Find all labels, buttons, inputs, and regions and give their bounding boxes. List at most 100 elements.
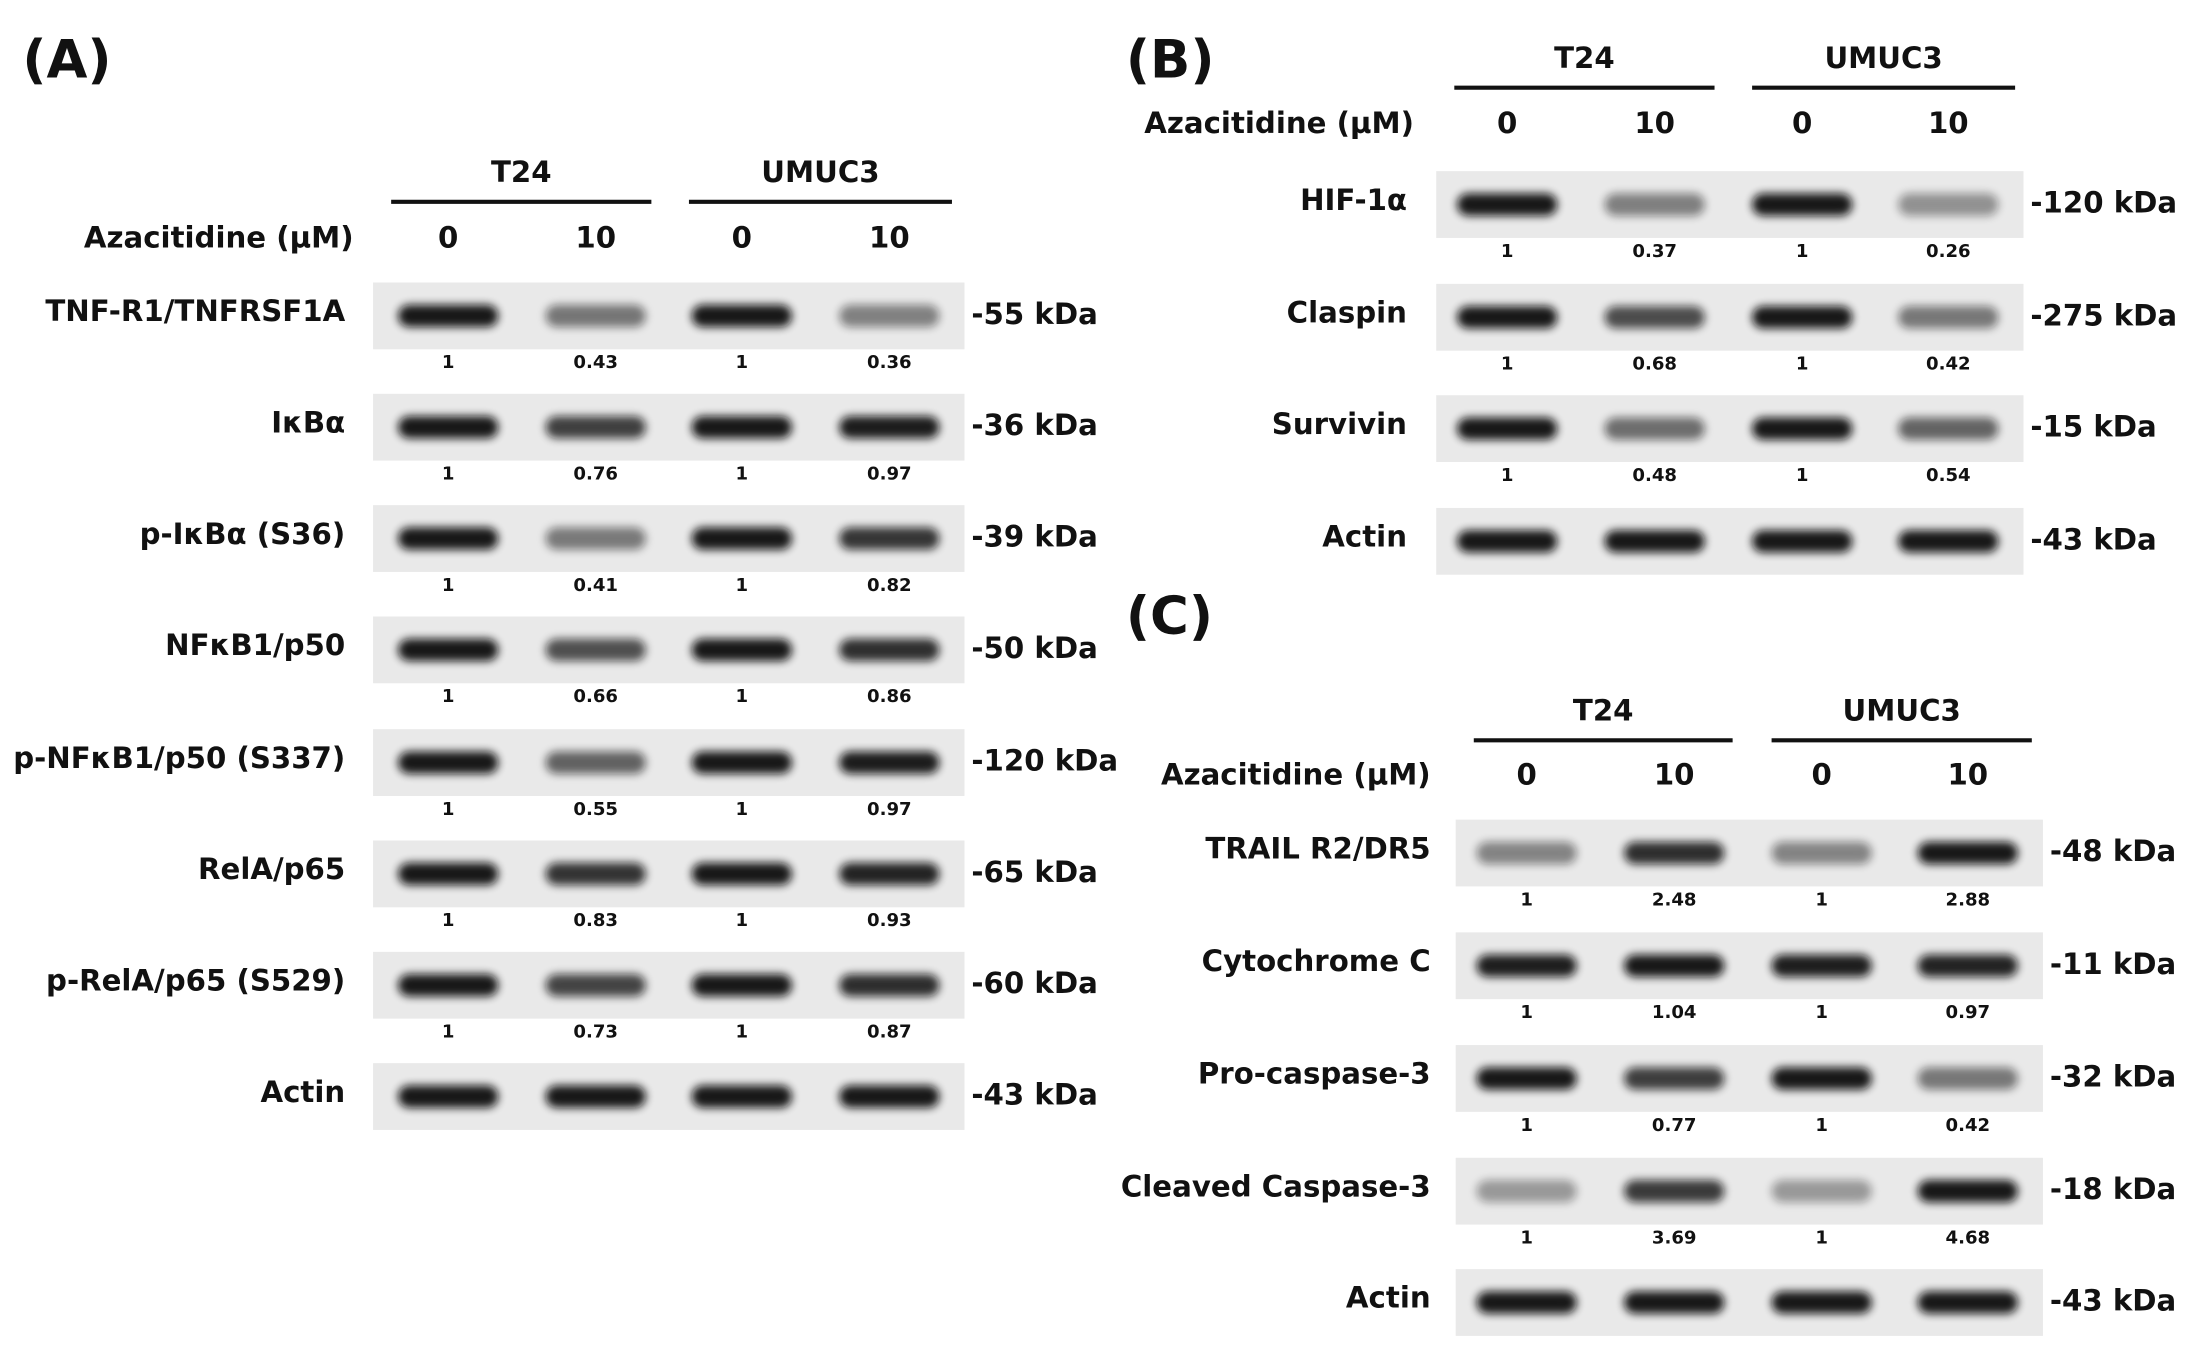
panel-label: (A) [22,29,111,90]
band [1624,954,1725,977]
quantification: 0.77 [1652,1115,1697,1136]
quantification: 1 [736,464,749,485]
molecular-weight: -120 kDa [2030,186,2177,220]
band [691,862,792,886]
quantification: 1 [1501,465,1514,486]
band [1771,954,1872,977]
cell-line: UMUC3 [1843,693,1961,727]
protein-name: NFκB1/p50 [165,628,345,662]
molecular-weight: -60 kDa [971,966,1097,1000]
band [1898,530,1999,553]
band [839,416,940,439]
quantification: 0.41 [573,575,618,596]
molecular-weight: -120 kDa [971,744,1118,778]
quantification: 2.48 [1652,889,1697,910]
molecular-weight: -43 kDa [971,1078,1097,1112]
band [691,974,792,997]
band [1624,1067,1725,1090]
molecular-weight: -43 kDa [2030,522,2156,556]
protein-name: p-IκBα (S36) [140,517,346,551]
band [1476,1180,1577,1203]
band [1917,841,2018,865]
quantification: 2.88 [1945,889,1990,910]
molecular-weight: -15 kDa [2030,410,2156,444]
band [691,527,792,550]
band [1624,1291,1725,1314]
band [691,304,792,328]
band [1898,417,1999,440]
quantification: 1.04 [1652,1002,1697,1023]
molecular-weight: -11 kDa [2050,947,2176,981]
band [398,751,499,774]
band [1457,193,1558,216]
quantification: 3.69 [1652,1227,1697,1248]
band [1476,954,1577,977]
dose: 0 [732,220,752,254]
cell-line: UMUC3 [1824,41,1942,75]
molecular-weight: -36 kDa [971,408,1097,442]
quantification: 0.73 [573,1022,618,1043]
protein-name: Claspin [1287,295,1407,329]
protein-name: Actin [1346,1281,1431,1315]
dose: 10 [1947,757,1988,791]
quantification: 1 [1501,241,1514,262]
protein-name: p-NFκB1/p50 (S337) [13,741,345,775]
quantification: 1 [1520,889,1533,910]
band [1771,1180,1872,1203]
protein-name: RelA/p65 [198,852,345,886]
molecular-weight: -32 kDa [2050,1059,2176,1093]
quantification: 0.37 [1632,241,1677,262]
dose: 0 [438,220,458,254]
band [1771,841,1872,865]
quantification: 0.93 [867,910,912,931]
band [839,638,940,661]
protein-name: Pro-caspase-3 [1198,1057,1431,1091]
band [545,1085,646,1108]
band [545,304,646,328]
band [1604,417,1705,440]
molecular-weight: -50 kDa [971,631,1097,665]
protein-name: TRAIL R2/DR5 [1205,831,1430,865]
band [1917,1180,2018,1203]
quantification: 1 [442,799,455,820]
band [839,1085,940,1108]
protein-name: Actin [261,1075,346,1109]
quantification: 1 [736,910,749,931]
band [691,751,792,774]
band [1752,530,1853,553]
molecular-weight: -43 kDa [2050,1284,2176,1318]
molecular-weight: -18 kDa [2050,1172,2176,1206]
band [1457,530,1558,553]
quantification: 0.87 [867,1022,912,1043]
quantification: 0.43 [573,352,618,373]
band [398,416,499,439]
quantification: 1 [1815,1002,1828,1023]
band [1898,193,1999,216]
quantification: 1 [1796,465,1809,486]
dose: 0 [1516,757,1536,791]
dose: 0 [1792,106,1812,140]
quantification: 1 [1520,1227,1533,1248]
molecular-weight: -39 kDa [971,520,1097,554]
band [691,638,792,661]
band [1604,306,1705,329]
quantification: 1 [442,686,455,707]
band [1752,193,1853,216]
band [1604,530,1705,553]
protein-name: TNF-R1/TNFRSF1A [45,294,345,328]
dose: 10 [869,220,910,254]
quantification: 1 [1520,1115,1533,1136]
band [1457,417,1558,440]
quantification: 1 [442,1022,455,1043]
band [1476,1067,1577,1090]
quantification: 1 [442,575,455,596]
cell-line: T24 [1554,41,1615,75]
band [691,416,792,439]
quantification: 0.76 [573,464,618,485]
dose: 0 [1497,106,1517,140]
panel-label: (C) [1126,586,1213,647]
quantification: 0.36 [867,352,912,373]
quantification: 1 [736,799,749,820]
panel-label: (B) [1126,29,1215,90]
